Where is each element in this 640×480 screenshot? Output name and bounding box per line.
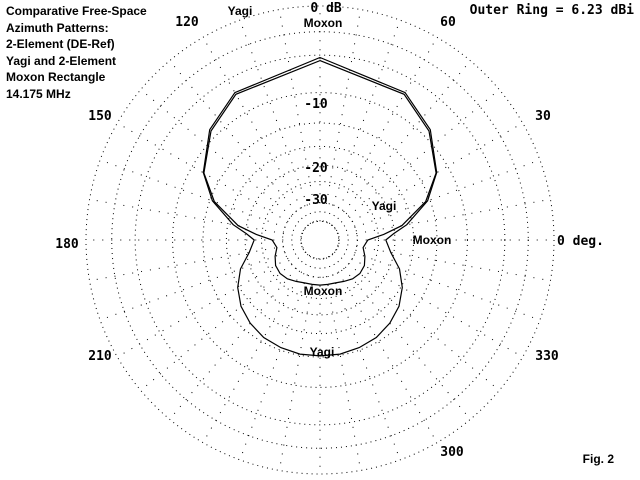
grid-ring [261,181,379,299]
grid-spoke [89,242,302,282]
grid-spoke [325,19,401,223]
pattern-yagi [202,56,438,357]
grid-spoke [89,198,302,238]
title-line: Azimuth Patterns: [6,20,109,35]
grid-spoke [278,9,318,222]
grid-spoke [239,257,315,461]
grid-spoke [338,242,551,282]
angle-label: 120 [175,15,199,30]
chart-title: Comparative Free-Space Azimuth Patterns:… [6,3,147,102]
grid-spoke [239,19,315,223]
grid-spoke [335,122,523,232]
angle-label: 150 [88,109,112,124]
grid-ring [202,122,438,358]
grid-spoke [337,245,541,321]
outer-ring-label: Outer Ring = 6.23 dBi [469,3,634,18]
curve-label-moxon: Moxon [304,284,343,298]
grid-spoke [169,60,309,226]
grid-spoke [99,245,303,321]
curve-label-moxon: Moxon [304,16,343,30]
grid-spoke [202,37,312,225]
grid-spoke [328,255,438,443]
grid-ring [244,164,396,316]
ring-label: -10 [304,97,328,112]
grid-ring [111,31,529,449]
angle-label: 0 deg. [557,234,604,249]
chart-labels: 0 deg. 30 60 120 150 180 210 300 330 0 dB -10 -20 -3… [55,1,604,460]
grid-spoke [328,37,438,225]
grid-spoke [322,9,362,222]
grid-spoke [202,255,312,443]
ring-label: -30 [304,193,328,208]
grid-spoke [334,251,500,391]
title-line: Moxon Rectangle [6,70,106,84]
angle-label: 300 [440,445,464,460]
figure-label: Fig. 2 [582,452,614,466]
angle-label: 60 [440,15,456,30]
curve-label-yagi: Yagi [372,199,397,213]
angle-label: 210 [88,349,112,364]
angle-label: 30 [535,109,551,124]
grid-ring [300,220,340,260]
grid-spoke [99,159,303,235]
curve-label-yagi: Yagi [228,4,253,18]
grid-ring [134,54,506,426]
angle-label: 180 [55,237,79,252]
title-line: Yagi and 2-Element [6,53,117,68]
grid-spoke [338,198,551,238]
ring-label: 0 dB [310,1,341,16]
curve-label-moxon: Moxon [413,233,452,247]
grid-spoke [337,159,541,235]
polar-grid [85,5,555,475]
grid-ring [85,5,555,475]
curve-label-yagi: Yagi [310,345,335,359]
angle-label: 330 [535,349,559,364]
pattern-traces [202,56,438,357]
title-line: 14.175 MHz [6,86,71,101]
grid-ring [282,202,358,278]
pattern-moxon [203,59,437,286]
grid-ring [225,145,415,335]
grid-spoke [331,60,471,226]
title-line: Comparative Free-Space [6,4,147,18]
grid-spoke [117,122,305,232]
title-line: 2-Element (DE-Ref) [6,37,115,51]
ring-label: -20 [304,161,328,176]
grid-spoke [140,251,306,391]
grid-ring [172,92,468,388]
